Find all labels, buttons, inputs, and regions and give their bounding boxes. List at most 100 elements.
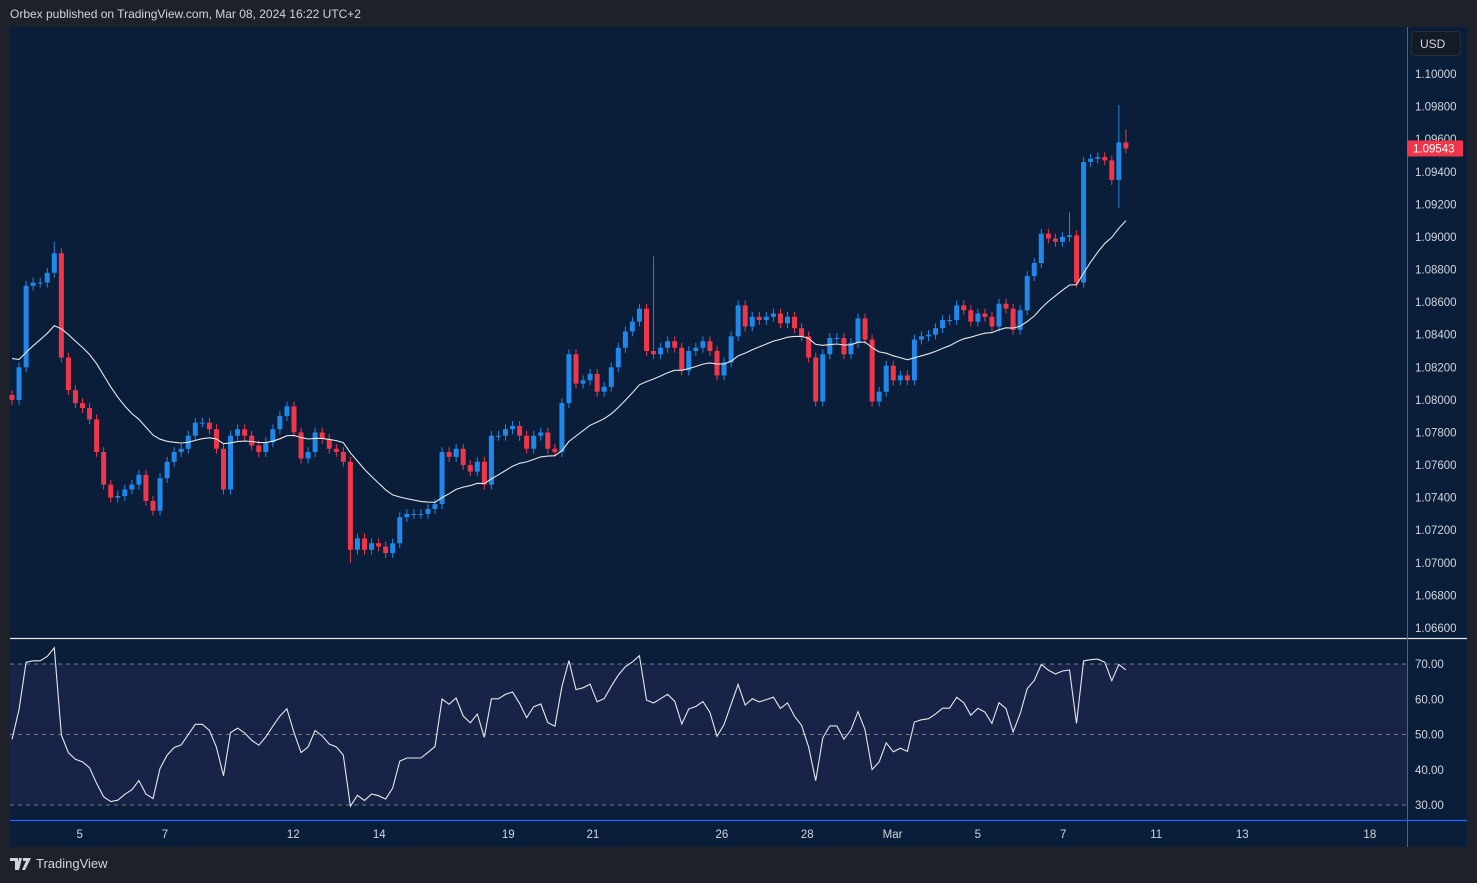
candle-body — [510, 425, 516, 430]
candle-body — [1102, 157, 1108, 161]
candle-body — [573, 354, 579, 384]
candle — [1081, 157, 1087, 288]
candle-body — [890, 365, 896, 381]
candle — [742, 300, 748, 332]
candle-body — [312, 432, 318, 453]
candle-body — [136, 474, 142, 485]
price-tick-label: 1.07400 — [1415, 493, 1457, 505]
candle — [129, 479, 135, 495]
candle — [284, 401, 290, 422]
candle — [150, 496, 156, 516]
candle-body — [827, 337, 833, 355]
candle — [1067, 212, 1072, 242]
candle — [488, 430, 494, 490]
price-tick-label: 1.07000 — [1415, 558, 1457, 570]
date-tick-label: Mar — [883, 829, 903, 841]
currency-button[interactable]: USD — [1411, 31, 1461, 56]
candle — [1045, 228, 1051, 244]
candle-body — [1088, 158, 1094, 162]
candle-body — [354, 538, 360, 550]
candle-body — [785, 316, 790, 324]
candle-body — [1024, 276, 1030, 311]
candle — [827, 333, 833, 360]
candle-body — [1038, 233, 1044, 264]
candle-body — [122, 489, 128, 497]
candle-body — [418, 513, 424, 515]
candle — [749, 311, 755, 332]
candle-body — [728, 336, 734, 363]
candle-body — [552, 448, 558, 453]
candle-body — [150, 500, 156, 511]
candle — [538, 427, 544, 441]
last-price-label: 1.09543 — [1413, 143, 1455, 155]
candle-body — [101, 452, 107, 485]
candle — [869, 334, 875, 407]
candle-body — [954, 305, 960, 321]
candle — [996, 298, 1002, 332]
candle — [651, 256, 657, 360]
price-tick-label: 1.08000 — [1415, 395, 1457, 407]
candle-body — [192, 422, 198, 436]
candle-body — [644, 308, 649, 351]
candle-body — [1067, 235, 1072, 237]
candle — [989, 311, 995, 332]
candle — [16, 362, 22, 405]
candle — [608, 362, 614, 392]
price-tick-label: 1.07600 — [1415, 460, 1457, 472]
candle — [235, 424, 241, 441]
candle-body — [615, 347, 621, 368]
candle-body — [813, 357, 819, 402]
price-tick-label: 1.09200 — [1415, 199, 1457, 211]
candle-body — [129, 484, 135, 490]
candle — [559, 398, 565, 457]
candle-body — [1123, 142, 1129, 149]
candle — [601, 381, 607, 397]
candle — [242, 424, 248, 441]
candle-body — [897, 375, 903, 381]
candle-body — [362, 538, 367, 550]
candle-body — [1074, 235, 1080, 283]
tradingview-logo[interactable]: TradingView — [10, 856, 108, 871]
candle-body — [756, 316, 762, 321]
candle-body — [495, 435, 501, 437]
candle-body — [918, 336, 924, 340]
candle — [108, 479, 114, 503]
tradingview-brand: TradingView — [36, 856, 108, 871]
candle — [693, 342, 699, 356]
candle — [199, 417, 205, 428]
price-tick-label: 1.08400 — [1415, 330, 1457, 342]
publish-info: Orbex published on TradingView.com, Mar … — [10, 7, 361, 21]
candle — [517, 421, 523, 441]
candle — [770, 308, 776, 322]
date-tick-label: 28 — [801, 829, 814, 841]
candle — [531, 430, 537, 454]
candle-body — [425, 509, 431, 514]
candle — [115, 491, 121, 503]
candle-body — [876, 391, 882, 402]
candle — [982, 308, 988, 322]
candle-body — [770, 313, 776, 317]
price-tick-label: 1.06600 — [1415, 623, 1457, 635]
candle — [792, 311, 798, 334]
price-tick-label: 1.09000 — [1415, 232, 1457, 244]
candle — [947, 315, 953, 325]
candle-body — [411, 513, 417, 515]
candle — [933, 323, 939, 340]
candle — [1102, 152, 1108, 166]
candle — [763, 311, 769, 325]
candle-body — [848, 342, 854, 355]
candle — [383, 541, 389, 558]
candle-body — [862, 318, 868, 340]
rsi-tick-label: 60.00 — [1415, 694, 1444, 706]
candle-body — [841, 337, 847, 355]
candle-body — [636, 308, 642, 322]
candle-body — [108, 484, 114, 498]
candle-body — [629, 321, 635, 332]
candle-body — [721, 362, 727, 376]
candle — [30, 277, 36, 291]
candle — [904, 370, 910, 386]
candle — [425, 504, 431, 519]
candle-body — [594, 373, 600, 392]
candle-body — [143, 474, 149, 501]
